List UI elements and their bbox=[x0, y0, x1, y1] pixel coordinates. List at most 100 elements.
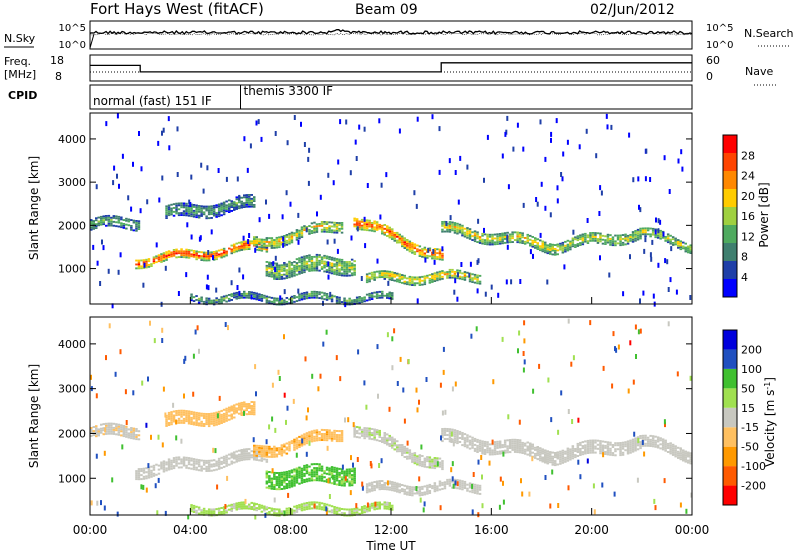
heatmap-cell bbox=[345, 472, 349, 475]
heatmap-cell bbox=[539, 459, 542, 462]
heatmap-cell bbox=[375, 228, 379, 231]
heatmap-cell bbox=[564, 246, 567, 249]
heatmap-cell bbox=[388, 486, 391, 489]
heatmap-cell bbox=[566, 245, 570, 248]
heatmap-cell bbox=[609, 243, 612, 246]
heatmap-cell bbox=[353, 273, 356, 276]
heatmap-cell bbox=[278, 449, 281, 451]
heatmap-cell bbox=[644, 231, 647, 234]
heatmap-cell bbox=[631, 444, 635, 447]
heatmap-cell bbox=[132, 229, 136, 232]
heatmap-cell bbox=[549, 249, 552, 251]
heatmap-cell bbox=[373, 485, 376, 487]
heatmap-cell bbox=[689, 250, 692, 253]
heatmap-cell bbox=[396, 490, 399, 493]
heatmap-cell bbox=[586, 439, 590, 442]
heatmap-cell bbox=[135, 225, 138, 228]
heatmap-cell bbox=[172, 416, 176, 419]
heatmap-cell bbox=[408, 283, 412, 286]
heatmap-cell bbox=[441, 277, 444, 280]
heatmap-cell bbox=[481, 234, 484, 237]
heatmap-speckle bbox=[449, 215, 452, 221]
heatmap-cell bbox=[280, 481, 284, 484]
heatmap-cell bbox=[298, 297, 301, 300]
heatmap-cell bbox=[255, 454, 258, 457]
heatmap-cell bbox=[278, 476, 281, 479]
heatmap-cell bbox=[478, 445, 482, 448]
heatmap-cell bbox=[413, 245, 417, 248]
heatmap-cell bbox=[202, 412, 206, 415]
heatmap-cell bbox=[248, 242, 251, 245]
heatmap-cell bbox=[641, 233, 645, 236]
heatmap-cell bbox=[433, 278, 437, 281]
heatmap-cell bbox=[275, 272, 279, 275]
heatmap-cell bbox=[192, 411, 196, 414]
heatmap-cell bbox=[328, 262, 331, 264]
heatmap-speckle bbox=[556, 198, 559, 204]
heatmap-cell bbox=[483, 241, 487, 244]
heatmap-cell bbox=[222, 510, 226, 513]
heatmap-cell bbox=[190, 463, 193, 466]
heatmap-cell bbox=[225, 462, 228, 465]
heatmap-cell bbox=[175, 460, 178, 463]
heatmap-cell bbox=[401, 237, 404, 240]
heatmap-cell bbox=[157, 256, 161, 259]
heatmap-cell bbox=[288, 236, 291, 239]
heatmap-cell bbox=[182, 411, 186, 414]
heatmap-cell bbox=[217, 457, 221, 460]
heatmap-cell bbox=[619, 238, 622, 241]
heatmap-cell bbox=[207, 421, 211, 423]
heatmap-cell bbox=[591, 449, 595, 452]
heatmap-cell bbox=[423, 485, 427, 488]
heatmap-cell bbox=[318, 269, 321, 272]
heatmap-cell bbox=[240, 196, 243, 199]
heatmap-cell bbox=[230, 460, 233, 463]
colorbar-swatch bbox=[723, 485, 737, 505]
heatmap-cell bbox=[355, 220, 359, 222]
heatmap-cell bbox=[285, 297, 289, 299]
heatmap-cell bbox=[468, 486, 472, 489]
heatmap-cell bbox=[200, 420, 203, 423]
heatmap-cell bbox=[423, 275, 427, 278]
colorbar-tick-label: 4 bbox=[741, 271, 748, 284]
heatmap-cell bbox=[338, 224, 341, 226]
heatmap-cell bbox=[388, 226, 391, 229]
heatmap-cell bbox=[145, 477, 148, 480]
heatmap-cell bbox=[421, 494, 424, 496]
heatmap-cell bbox=[418, 460, 422, 463]
heatmap-cell bbox=[458, 430, 462, 433]
heatmap-cell bbox=[333, 476, 336, 479]
heatmap-cell bbox=[571, 453, 575, 456]
heatmap-speckle bbox=[654, 505, 657, 511]
heatmap-cell bbox=[253, 200, 256, 202]
heatmap-cell bbox=[649, 445, 652, 447]
heatmap-cell bbox=[155, 255, 158, 258]
heatmap-cell bbox=[150, 469, 153, 472]
heatmap-speckle bbox=[175, 419, 178, 425]
heatmap-cell bbox=[536, 446, 539, 448]
heatmap-cell bbox=[381, 438, 384, 441]
heatmap-cell bbox=[180, 202, 183, 205]
colorbar-swatch bbox=[723, 388, 737, 408]
heatmap-cell bbox=[468, 237, 472, 240]
heatmap-cell bbox=[360, 434, 364, 437]
heatmap-cell bbox=[456, 487, 459, 490]
heatmap-cell bbox=[278, 453, 281, 455]
heatmap-cell bbox=[416, 244, 419, 247]
heatmap-cell bbox=[631, 231, 635, 233]
heatmap-cell bbox=[278, 512, 281, 515]
heatmap-cell bbox=[335, 261, 339, 264]
heatmap-cell bbox=[107, 218, 111, 221]
heatmap-cell bbox=[220, 248, 223, 251]
heatmap-cell bbox=[170, 417, 173, 420]
heatmap-cell bbox=[483, 449, 487, 451]
heatmap-cell bbox=[170, 211, 173, 214]
heatmap-cell bbox=[192, 504, 196, 507]
heatmap-cell bbox=[180, 458, 183, 461]
heatmap-cell bbox=[285, 300, 289, 303]
heatmap-cell bbox=[606, 441, 610, 444]
heatmap-cell bbox=[363, 427, 366, 430]
heatmap-cell bbox=[222, 203, 226, 206]
heatmap-cell bbox=[278, 272, 281, 275]
heatmap-speckle bbox=[477, 258, 480, 264]
